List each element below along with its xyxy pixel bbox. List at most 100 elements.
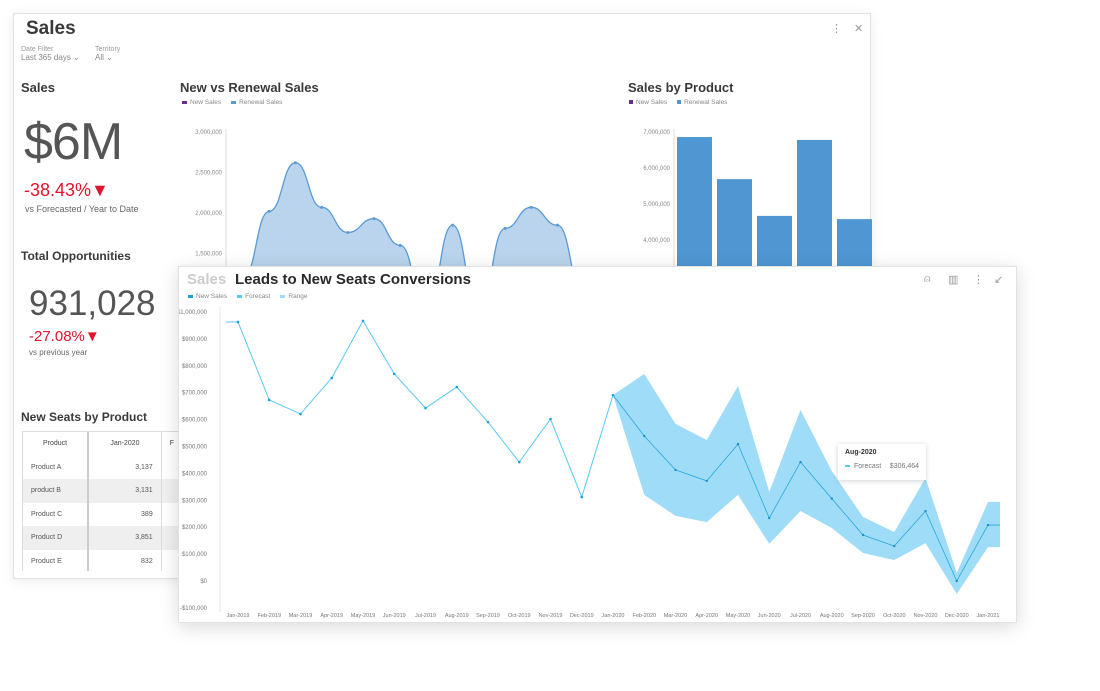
area-fill bbox=[250, 162, 573, 269]
bar bbox=[797, 139, 832, 269]
sales-by-product-bar-chart: 7,000,0006,000,0005,000,0004,000,0003,00… bbox=[643, 129, 872, 269]
territory-filter[interactable]: Territory All ⌄ bbox=[95, 46, 120, 62]
column-header-product[interactable]: Product bbox=[23, 432, 90, 456]
opps-kpi-caption: vs previous year bbox=[29, 348, 88, 357]
x-tick-label: Mar-2019 bbox=[289, 613, 313, 619]
new-sales-point bbox=[580, 495, 584, 499]
x-tick-label: May-2019 bbox=[351, 613, 375, 619]
x-tick-label: Dec-2020 bbox=[945, 613, 969, 619]
y-tick-label: $1,000,000 bbox=[179, 310, 208, 316]
product-cell: Product C bbox=[23, 502, 90, 526]
sales-kpi-caption: vs Forecasted / Year to Date bbox=[25, 204, 139, 214]
new-sales-point bbox=[424, 406, 427, 410]
data-point bbox=[267, 209, 271, 213]
x-tick-label: Nov-2020 bbox=[914, 613, 938, 619]
y-tick-label: $600,000 bbox=[182, 418, 208, 424]
forecast-point bbox=[830, 497, 833, 500]
down-triangle-icon: ▼ bbox=[84, 328, 100, 345]
tooltip-series: Forecast bbox=[854, 463, 882, 470]
data-point bbox=[451, 223, 455, 227]
x-tick-label: Jun-2020 bbox=[758, 613, 781, 619]
forecast-point bbox=[705, 479, 708, 483]
forecast-line bbox=[612, 394, 1000, 582]
date-filter-label: Date Filter bbox=[21, 46, 54, 53]
chart-type-icon[interactable]: ▥ bbox=[948, 274, 959, 286]
x-tick-label: Aug-2019 bbox=[445, 613, 469, 619]
legend-renewal-sales: Renewal Sales bbox=[677, 99, 727, 106]
bar bbox=[677, 137, 712, 269]
table-row[interactable]: Product E 832 bbox=[23, 549, 182, 571]
y-tick-label: 6,000,000 bbox=[643, 166, 670, 172]
data-point bbox=[398, 243, 402, 247]
bar bbox=[757, 215, 792, 269]
value-cell: 832 bbox=[88, 549, 162, 571]
table-row[interactable]: Product A 3,137 bbox=[23, 455, 182, 479]
new-seats-table: Product Jan-2020 F Product A 3,137 product B… bbox=[22, 431, 182, 571]
x-tick-label: Mar-2020 bbox=[664, 613, 688, 619]
product-cell: Product D bbox=[23, 526, 90, 550]
product-cell: Product E bbox=[23, 549, 90, 571]
x-tick-label: Jul-2020 bbox=[790, 613, 811, 619]
y-tick-label: $200,000 bbox=[182, 525, 208, 531]
new-sales-point bbox=[392, 372, 396, 376]
new-sales-point bbox=[299, 412, 302, 416]
y-tick-label: $0 bbox=[200, 579, 207, 585]
more-options-icon[interactable]: ⋮ bbox=[831, 23, 842, 35]
column-header-feb[interactable]: F bbox=[169, 440, 174, 448]
new-sales-point bbox=[455, 385, 459, 389]
x-tick-label: Dec-2019 bbox=[570, 613, 594, 619]
new-sales-point bbox=[517, 460, 521, 464]
table-row[interactable]: Product C 389 bbox=[23, 502, 182, 526]
range-band bbox=[613, 373, 1000, 594]
value-cell: 3,131 bbox=[88, 479, 162, 503]
opps-kpi-title: Total Opportunities bbox=[21, 249, 131, 263]
new-sales-point bbox=[549, 417, 552, 421]
new-vs-renewal-area-chart: 3,000,000 2,500,000 2,000,000 1,500,000 bbox=[195, 129, 574, 269]
alert-icon[interactable]: ⍝ bbox=[924, 273, 931, 285]
data-point bbox=[529, 205, 533, 209]
date-filter[interactable]: Date Filter Last 365 days ⌄ bbox=[21, 46, 80, 62]
y-tick-label: $400,000 bbox=[182, 471, 208, 477]
y-tick-label: 7,000,000 bbox=[643, 130, 670, 136]
forecast-point bbox=[674, 468, 677, 472]
x-tick-label: Oct-2019 bbox=[508, 613, 531, 619]
legend-new-sales: New Sales bbox=[188, 293, 227, 300]
x-tick-label: Nov-2019 bbox=[539, 613, 563, 619]
tooltip-title: Aug-2020 bbox=[845, 449, 877, 456]
x-tick-label: Aug-2020 bbox=[820, 613, 844, 619]
value-cell: 3,851 bbox=[88, 526, 162, 550]
y-tick-label: $700,000 bbox=[182, 391, 208, 397]
x-tick-label: Feb-2019 bbox=[257, 613, 281, 619]
collapse-icon[interactable]: ↙ bbox=[994, 274, 1004, 286]
legend-renewal-sales: Renewal Sales bbox=[231, 99, 282, 106]
table-row[interactable]: Product D 3,851 bbox=[23, 526, 182, 550]
value-cell: 389 bbox=[88, 502, 162, 526]
table-row[interactable]: product B 3,131 bbox=[23, 479, 182, 503]
y-tick-label: 4,000,000 bbox=[643, 238, 670, 244]
bar-chart-title: Sales by Product bbox=[628, 80, 734, 95]
dashboard-title: Sales bbox=[26, 18, 76, 39]
forecast-point bbox=[861, 533, 865, 537]
legend-range: Range bbox=[280, 293, 308, 300]
opps-kpi-value: 931,028 bbox=[29, 284, 156, 323]
ghost-title: Sales bbox=[187, 271, 227, 288]
forecast-point bbox=[893, 544, 896, 548]
value-cell: 3,137 bbox=[88, 455, 162, 479]
opps-delta-text: -27.08% bbox=[29, 328, 85, 345]
close-icon[interactable]: ✕ bbox=[854, 23, 864, 35]
product-cell: product B bbox=[23, 479, 90, 503]
area-chart-legend: New Sales Renewal Sales bbox=[182, 99, 282, 106]
legend-new-sales: New Sales bbox=[182, 99, 221, 106]
new-sales-point bbox=[330, 376, 334, 380]
area-line bbox=[249, 162, 574, 269]
data-point bbox=[346, 230, 350, 234]
x-tick-label: Oct-2020 bbox=[883, 613, 906, 619]
data-point bbox=[503, 226, 507, 230]
legend-forecast: Forecast bbox=[237, 293, 270, 300]
new-sales-point bbox=[361, 319, 365, 323]
more-options-icon[interactable]: ⋮ bbox=[973, 274, 984, 286]
column-header-jan-2020[interactable]: Jan-2020 bbox=[88, 432, 162, 456]
y-tick-label: $300,000 bbox=[182, 498, 208, 504]
bar-chart-legend: New Sales Renewal Sales bbox=[629, 99, 727, 106]
forecast-point bbox=[799, 460, 802, 464]
